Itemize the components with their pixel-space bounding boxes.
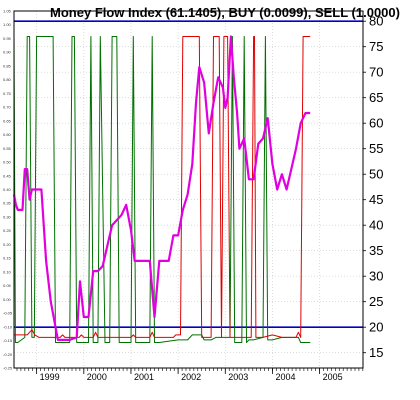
left-tick-label: 0.90	[3, 50, 12, 55]
right-tick-label: 25	[369, 294, 383, 309]
left-tick-label: 0.30	[3, 214, 12, 219]
left-tick-label: 0.10	[3, 269, 12, 274]
left-tick-label: 0.00	[3, 297, 12, 302]
right-tick-label: 15	[369, 345, 383, 360]
left-tick-label: 1.05	[3, 9, 12, 14]
right-tick-label: 75	[369, 39, 383, 54]
x-tick-label: 2004	[275, 372, 295, 382]
right-tick-label: 65	[369, 90, 383, 105]
right-axis-ticks: 15 20 25 30 35 40 45 50 55 60 65 70 75 80	[363, 14, 383, 360]
left-tick-label: 0.45	[3, 173, 12, 178]
series-sell	[14, 36, 311, 338]
right-tick-label: 50	[369, 167, 383, 182]
left-tick-label: 0.40	[3, 187, 12, 192]
left-tick-label: 0.20	[3, 242, 12, 247]
right-tick-label: 20	[369, 320, 383, 335]
left-tick-label: -0.25	[3, 366, 13, 371]
left-tick-label: -0.10	[3, 324, 13, 329]
left-tick-label: 0.55	[3, 146, 12, 151]
left-tick-label: 0.85	[3, 63, 12, 68]
right-tick-label: 45	[369, 192, 383, 207]
left-tick-label: 1.00	[3, 22, 12, 27]
left-tick-label: 0.80	[3, 77, 12, 82]
left-axis-ticks: 1.05 1.00 0.95 0.90 0.85 0.80 0.75 0.70 0.65 0.60…	[3, 9, 13, 371]
right-tick-label: 55	[369, 141, 383, 156]
chart-title: Money Flow Index (61.1405), BUY (0.0099)…	[50, 5, 400, 20]
series-mfi	[12, 35, 311, 341]
left-tick-label: 0.25	[3, 228, 12, 233]
left-tick-label: 0.70	[3, 105, 12, 110]
x-tick-label: 2003	[228, 372, 248, 382]
plot-frame	[13, 10, 364, 369]
left-tick-label: 0.50	[3, 160, 12, 165]
x-axis-ticks: 1999 2000 2001 2002 2003 2004 2005	[16, 368, 364, 382]
left-tick-label: 0.95	[3, 36, 12, 41]
left-tick-label: 0.75	[3, 91, 12, 96]
right-tick-label: 30	[369, 269, 383, 284]
left-tick-label: 0.65	[3, 118, 12, 123]
right-tick-label: 80	[369, 14, 383, 29]
series-lines	[12, 35, 311, 343]
reference-lines	[14, 20, 363, 329]
left-tick-label: 0.15	[3, 256, 12, 261]
right-tick-label: 60	[369, 116, 383, 131]
x-tick-label: 1999	[40, 372, 60, 382]
x-tick-label: 2001	[134, 372, 154, 382]
right-tick-label: 35	[369, 243, 383, 258]
left-tick-label: 0.60	[3, 132, 12, 137]
left-tick-label: -0.05	[3, 311, 13, 316]
left-tick-label: -0.20	[3, 352, 13, 357]
x-tick-label: 2002	[181, 372, 201, 382]
right-tick-label: 40	[369, 218, 383, 233]
right-tick-label: 70	[369, 65, 383, 80]
left-tick-label: -0.15	[3, 338, 13, 343]
series-buy	[13, 36, 311, 343]
left-tick-label: 0.05	[3, 283, 12, 288]
x-tick-label: 2005	[323, 372, 343, 382]
x-tick-label: 2000	[87, 372, 107, 382]
left-tick-label: 0.35	[3, 201, 12, 206]
